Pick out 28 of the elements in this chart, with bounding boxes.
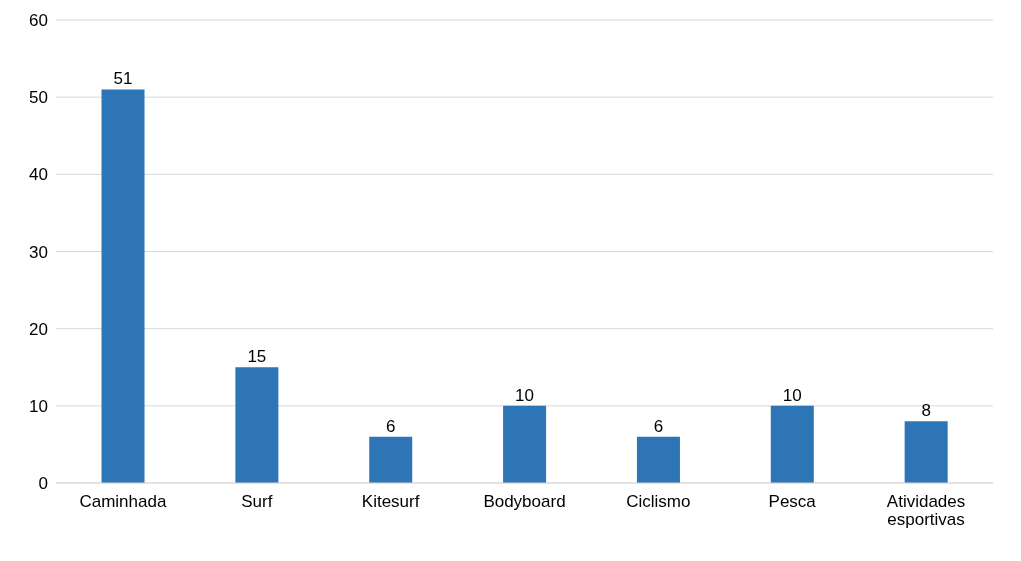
bar — [904, 421, 948, 483]
x-tick-label: Caminhada — [79, 492, 167, 511]
data-label: 8 — [921, 401, 931, 421]
bar — [101, 89, 145, 483]
y-tick-label: 60 — [29, 11, 48, 31]
y-tick-label: 0 — [38, 474, 48, 494]
x-tick-label: Surf — [241, 492, 273, 511]
x-tick-label: Bodyboard — [483, 492, 566, 511]
data-label: 6 — [385, 416, 396, 436]
y-tick-label: 10 — [29, 396, 48, 416]
x-tick-label: Atividades esportivas — [886, 492, 966, 529]
bar — [636, 436, 680, 483]
data-label: 15 — [247, 347, 267, 367]
x-tick-label: Pesca — [768, 492, 817, 511]
data-label: 51 — [113, 69, 133, 89]
data-label: 6 — [653, 416, 664, 436]
bar — [770, 405, 814, 483]
x-tick-label: Ciclismo — [626, 492, 691, 511]
y-tick-label: 40 — [29, 165, 48, 185]
bar — [369, 436, 413, 483]
bar — [235, 367, 279, 483]
y-tick-label: 20 — [29, 319, 48, 339]
y-tick-label: 50 — [29, 88, 48, 108]
x-tick-label: Kitesurf — [361, 492, 420, 511]
data-label: 10 — [782, 385, 802, 405]
data-label: 10 — [515, 385, 535, 405]
bar — [503, 405, 547, 483]
y-tick-label: 30 — [29, 242, 48, 262]
